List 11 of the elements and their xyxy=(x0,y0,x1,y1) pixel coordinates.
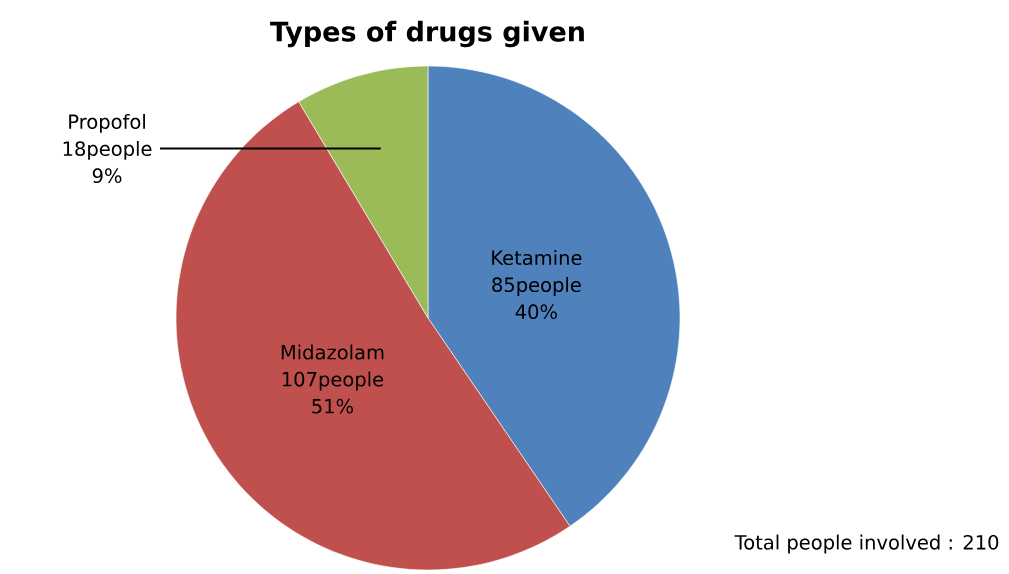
slice-label: Propofol xyxy=(69,113,145,133)
chart-title: Types of drugs given xyxy=(270,20,584,48)
text: 9% xyxy=(92,168,122,184)
data-label: 107people xyxy=(282,371,384,391)
text: 40% xyxy=(515,304,557,320)
slice-label: Ketamine xyxy=(492,250,582,266)
slice-label: Midazolam xyxy=(281,344,384,360)
text: 51% xyxy=(312,398,354,414)
data-label: 85people xyxy=(492,277,581,296)
text: Total people involved : 210 xyxy=(734,534,999,554)
data-label: 18people xyxy=(63,140,152,160)
